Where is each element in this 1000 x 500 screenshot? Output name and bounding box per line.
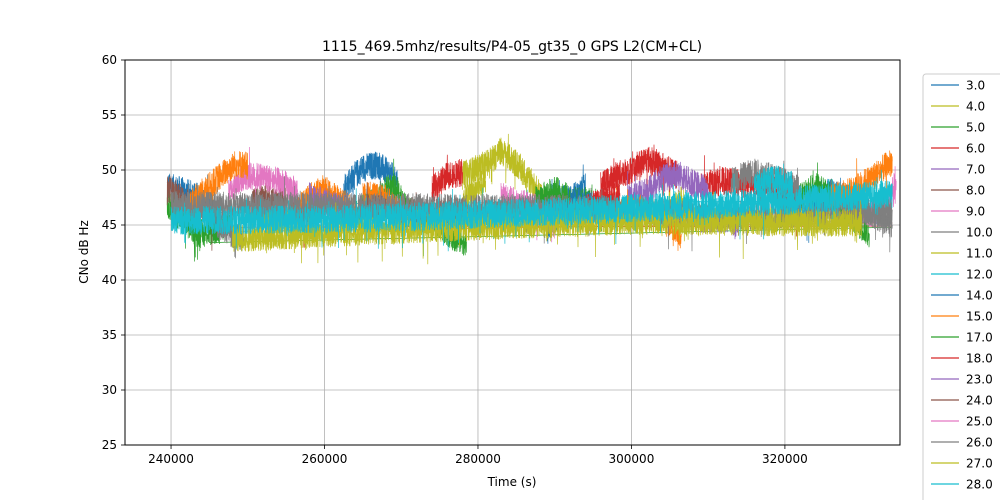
- legend-label: 30.0: [966, 499, 993, 500]
- legend-label: 8.0: [966, 184, 985, 198]
- series-line-28-0: [170, 169, 893, 252]
- x-tick-label: 240000: [148, 452, 194, 466]
- legend: 3.0 4.0 5.0 6.0 7.0 8.0 9.0 10.0 11.0 12.0 14.0 15.…: [922, 73, 1000, 500]
- series-line-3-0: [343, 151, 398, 211]
- axes-frame: [124, 59, 901, 446]
- legend-label: 3.0: [966, 79, 985, 93]
- legend-label: 9.0: [966, 205, 985, 219]
- legend-label: 17.0: [966, 331, 993, 345]
- legend-label: 6.0: [966, 142, 985, 156]
- x-tick-label: 280000: [455, 452, 501, 466]
- y-tick-label: 55: [102, 108, 117, 122]
- x-tick-label: 320000: [762, 452, 808, 466]
- y-tick-label: 30: [102, 383, 117, 397]
- y-axis-label: CNo dB Hz: [77, 220, 91, 284]
- legend-label: 14.0: [966, 289, 993, 303]
- y-axis: 25 30 35 40 45 50 55 60: [102, 53, 125, 452]
- x-axis-label: Time (s): [487, 475, 537, 489]
- legend-label: 10.0: [966, 226, 993, 240]
- y-tick-label: 40: [102, 273, 117, 287]
- legend-label: 26.0: [966, 436, 993, 450]
- legend-label: 25.0: [966, 415, 993, 429]
- y-tick-label: 45: [102, 218, 117, 232]
- legend-label: 4.0: [966, 100, 985, 114]
- legend-label: 24.0: [966, 394, 993, 408]
- legend-label: 27.0: [966, 457, 993, 471]
- series-line-12-0: [753, 163, 793, 215]
- y-tick-label: 60: [102, 53, 117, 67]
- legend-label: 7.0: [966, 163, 985, 177]
- series-line-27-0: [232, 191, 862, 265]
- x-axis: 240000 260000 280000 300000 320000: [148, 445, 808, 466]
- legend-label: 12.0: [966, 268, 993, 282]
- plot-area: [166, 133, 897, 265]
- x-tick-label: 260000: [302, 452, 348, 466]
- legend-label: 23.0: [966, 373, 993, 387]
- y-tick-label: 50: [102, 163, 117, 177]
- y-tick-label: 35: [102, 328, 117, 342]
- legend-label: 18.0: [966, 352, 993, 366]
- series-line-9-0: [228, 146, 298, 220]
- legend-label: 5.0: [966, 121, 985, 135]
- x-tick-label: 300000: [609, 452, 655, 466]
- y-tick-label: 25: [102, 438, 117, 452]
- legend-box: [922, 73, 1000, 500]
- series-line-4-0: [462, 133, 544, 210]
- legend-label: 11.0: [966, 247, 993, 261]
- legend-label: 28.0: [966, 478, 993, 492]
- legend-label: 15.0: [966, 310, 993, 324]
- chart-title: 1115_469.5mhz/results/P4-05_gt35_0 GPS L…: [322, 39, 702, 55]
